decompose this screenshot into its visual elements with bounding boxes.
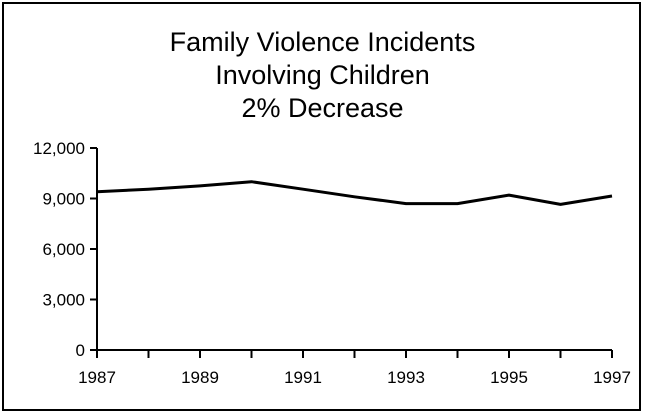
x-tick-label: 1989 bbox=[181, 368, 219, 387]
chart-title: Family Violence Incidents Involving Chil… bbox=[0, 26, 645, 125]
y-tick-label: 3,000 bbox=[42, 291, 85, 310]
y-tick-label: 12,000 bbox=[33, 139, 85, 158]
x-tick-label: 1995 bbox=[490, 368, 528, 387]
x-tick-label: 1993 bbox=[387, 368, 425, 387]
chart-title-line-1: Family Violence Incidents bbox=[169, 27, 476, 57]
x-tick-label: 1991 bbox=[284, 368, 322, 387]
series-line bbox=[96, 180, 613, 206]
chart-title-line-2: Involving Children bbox=[215, 60, 430, 90]
chart-frame bbox=[2, 2, 641, 411]
y-tick-label: 6,000 bbox=[42, 240, 85, 259]
chart-title-line-3: 2% Decrease bbox=[241, 93, 404, 123]
y-tick-label: 0 bbox=[76, 341, 85, 360]
y-tick-label: 9,000 bbox=[42, 190, 85, 209]
x-tick-label: 1987 bbox=[78, 368, 116, 387]
x-tick-label: 1997 bbox=[593, 368, 631, 387]
